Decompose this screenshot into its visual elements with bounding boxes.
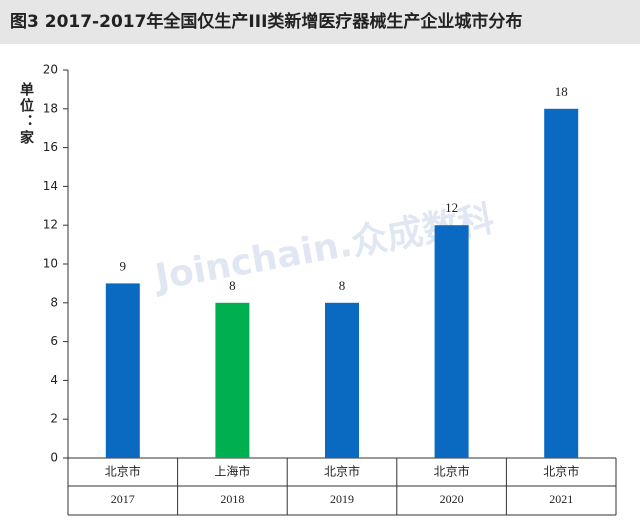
y-tick-label: 18 (43, 101, 58, 115)
x-tick-label: 上海市 (214, 464, 250, 479)
x-year-label: 2020 (440, 492, 464, 506)
bar (215, 302, 250, 458)
y-tick-label: 20 (43, 63, 58, 77)
y-tick-label: 10 (43, 257, 58, 271)
data-label: 18 (555, 84, 568, 99)
y-tick-label: 6 (50, 334, 58, 348)
bar (434, 225, 469, 458)
bar (544, 108, 579, 459)
x-year-label: 2018 (220, 492, 244, 506)
x-tick-label: 北京市 (434, 464, 470, 479)
x-year-label: 2019 (330, 492, 354, 506)
y-tick-label: 2 (50, 412, 58, 426)
bar (105, 283, 140, 458)
data-label: 8 (339, 278, 346, 293)
y-tick-label: 12 (43, 218, 58, 232)
data-label: 8 (229, 278, 236, 293)
title-bar (0, 0, 640, 44)
x-tick-label: 北京市 (543, 464, 579, 479)
y-tick-label: 4 (50, 373, 58, 387)
x-tick-label: 北京市 (324, 464, 360, 479)
y-tick-label: 16 (43, 140, 58, 154)
chart-title: 图3 2017-2017年全国仅生产III类新增医疗器械生产企业城市分布 (10, 11, 522, 32)
y-axis-label: 单位：家 (18, 81, 34, 146)
y-tick-label: 0 (50, 451, 58, 465)
y-tick-label: 14 (43, 179, 58, 193)
x-tick-label: 北京市 (105, 464, 141, 479)
data-label: 12 (445, 200, 458, 215)
y-tick-label: 8 (50, 295, 58, 309)
x-year-label: 2017 (111, 492, 135, 506)
x-year-label: 2021 (549, 492, 573, 506)
bar (325, 302, 359, 458)
data-label: 9 (120, 258, 127, 273)
